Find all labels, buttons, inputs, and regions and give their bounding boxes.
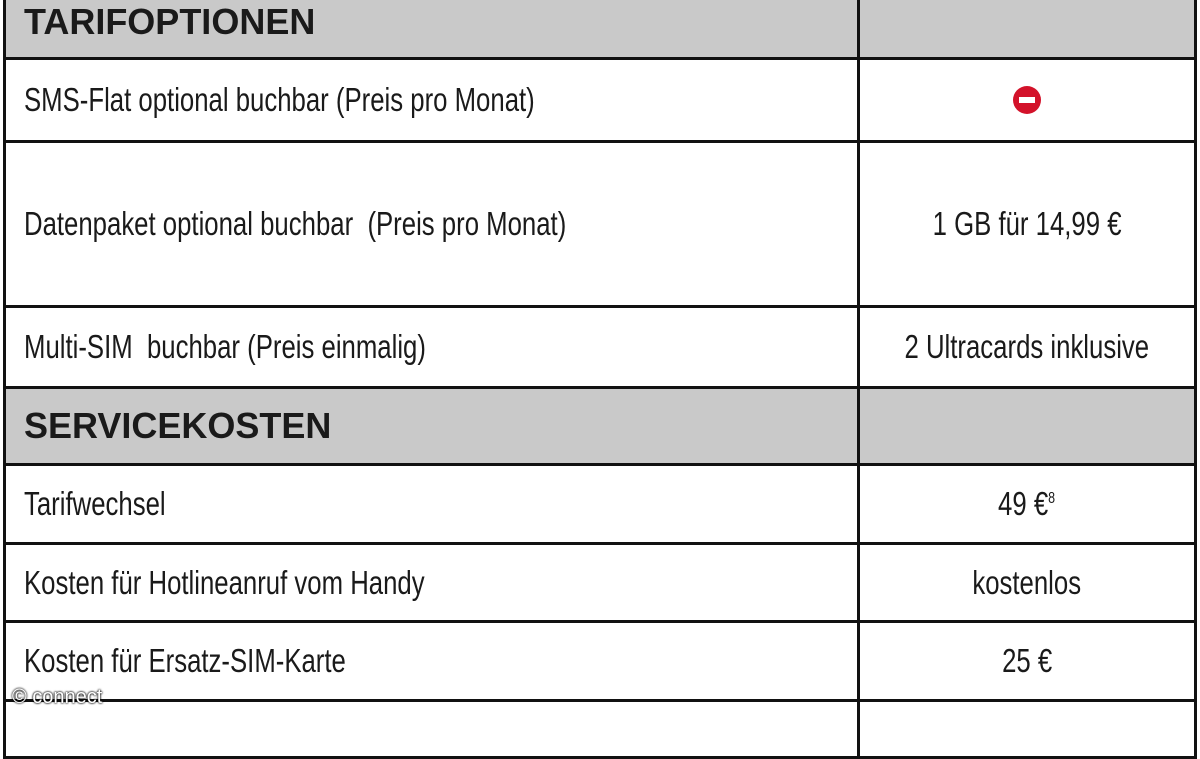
row-label: SMS-Flat optional buchbar (Preis pro Mon… [24, 81, 535, 118]
row-value: 1 GB für 14,99 € [932, 205, 1122, 242]
row-value-cell [857, 699, 1197, 759]
row-value-cell: kostenlos [857, 542, 1197, 623]
row-value-cell: 1 GB für 14,99 € [857, 140, 1197, 308]
row-label-cell: Tarifwechsel [3, 463, 860, 545]
row-label-cell: Multi-SIM buchbar (Preis einmalig) [3, 305, 860, 389]
row-label-cell: SMS-Flat optional buchbar (Preis pro Mon… [3, 57, 860, 143]
not-available-icon [1013, 86, 1041, 114]
row-value: 2 Ultracards inklusive [904, 328, 1150, 365]
row-label-cell: Kosten für Hotlineanruf vom Handy [3, 542, 860, 623]
row-value: kostenlos [972, 563, 1082, 601]
row-value: 49 €8 [998, 485, 1056, 522]
row-value-cell: 2 Ultracards inklusive [857, 305, 1197, 389]
row-value-cell: 25 € [857, 620, 1197, 702]
section-header: SERVICEKOSTEN [3, 386, 860, 466]
section-title: TARIFOPTIONEN [24, 1, 316, 42]
page: TARIFOPTIONEN SMS-Flat optional buchbar (… [3, 0, 1197, 759]
row-label: Datenpaket optional buchbar (Preis pro M… [24, 205, 567, 242]
section-header-blank [857, 386, 1197, 466]
row-label-cell [3, 699, 860, 759]
row-value-cell: 49 €8 [857, 463, 1197, 545]
section-header: TARIFOPTIONEN [3, 0, 860, 60]
row-label: Tarifwechsel [24, 485, 166, 522]
row-label: Kosten für Ersatz-SIM-Karte [24, 642, 346, 679]
watermark: © connect [12, 686, 103, 708]
row-label: Kosten für Hotlineanruf vom Handy [24, 563, 425, 601]
row-label: Multi-SIM buchbar (Preis einmalig) [24, 328, 426, 365]
row-value: 25 € [1001, 642, 1053, 679]
section-title: SERVICEKOSTEN [24, 405, 332, 446]
row-label-cell: Datenpaket optional buchbar (Preis pro M… [3, 140, 860, 308]
row-label-cell: Kosten für Ersatz-SIM-Karte [3, 620, 860, 702]
footnote-mark: 8 [1048, 490, 1056, 507]
section-header-blank [857, 0, 1197, 60]
row-value-cell [857, 57, 1197, 143]
